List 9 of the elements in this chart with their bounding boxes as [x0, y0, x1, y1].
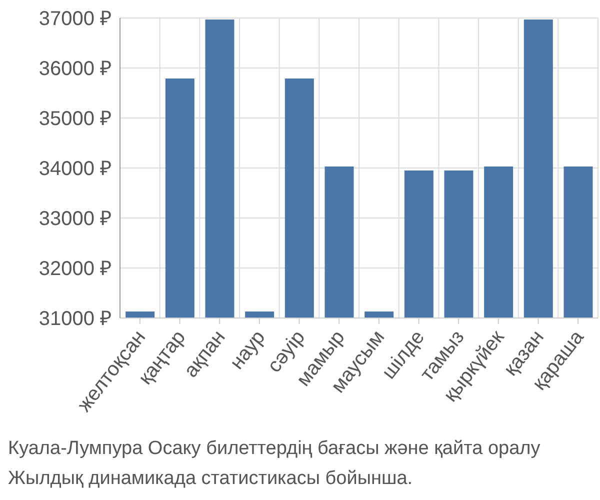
y-tick-label: 32000 ₽ [38, 258, 112, 280]
y-tick-label: 36000 ₽ [38, 58, 112, 80]
text: Куала-Лумпура Осаку билеттердің бағасы және қайта оралу [8, 437, 542, 461]
y-tick-label: 33000 ₽ [38, 208, 112, 230]
y-tick-label: 35000 ₽ [38, 108, 112, 130]
text: Жылдық динамикада статистикасы бойынша. [8, 467, 414, 491]
y-tick-label: 34000 ₽ [38, 158, 112, 180]
y-tick-label: 31000 ₽ [38, 308, 112, 330]
y-tick-label: 37000 ₽ [38, 8, 112, 30]
